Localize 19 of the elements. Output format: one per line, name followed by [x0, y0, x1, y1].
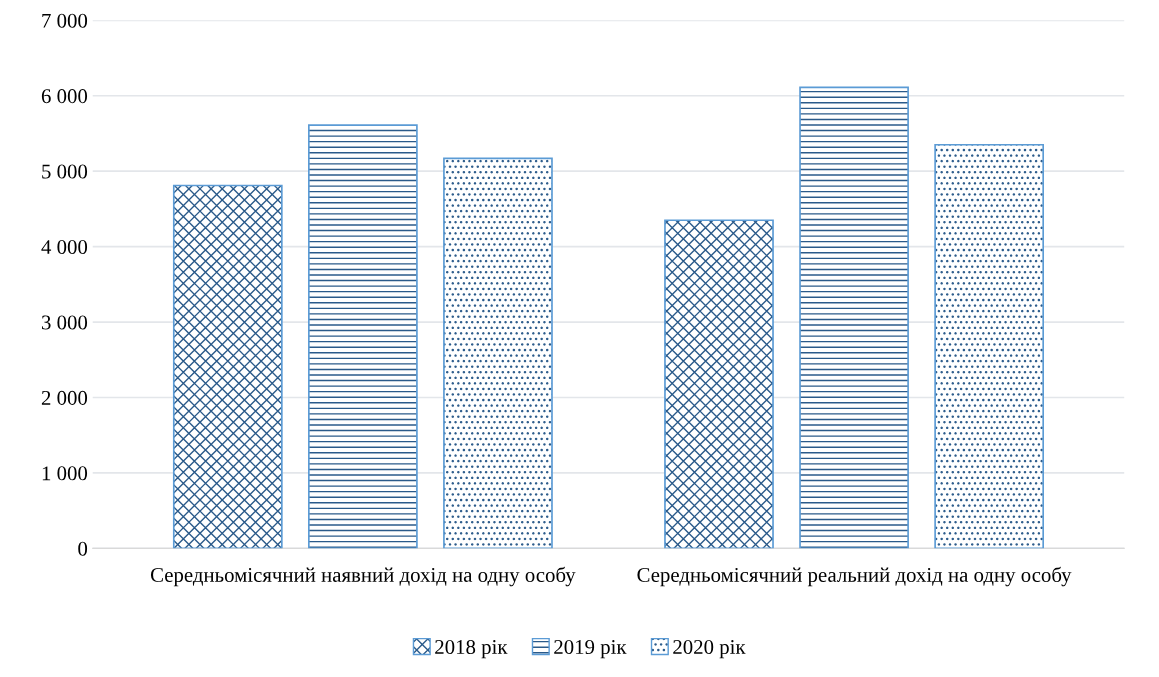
x-tick-label: Середньомісячний реальний дохід на одну особу	[637, 566, 1072, 587]
bar	[799, 86, 909, 549]
y-tick-label: 5 000	[42, 164, 88, 179]
y-tick-label: 2 000	[41, 390, 88, 405]
y-tick-label: 3 000	[41, 315, 88, 330]
legend-label: 2020 рік	[673, 639, 746, 659]
bar	[934, 143, 1045, 549]
legend-label: 2018 рік	[435, 639, 508, 659]
bar	[443, 157, 553, 549]
y-tick-label: 4 000	[41, 240, 88, 255]
bar	[172, 184, 283, 549]
y-tick-label: 6 000	[41, 89, 88, 104]
bar	[308, 124, 418, 549]
y-tick-label: 0	[78, 541, 88, 556]
x-tick-label: Середньомісячний наявний дохід на одну особу	[150, 566, 576, 587]
y-tick-label: 7 000	[42, 13, 88, 28]
bar	[664, 219, 774, 549]
legend-label: 2019 рік	[554, 639, 627, 659]
y-tick-label: 1 000	[42, 466, 88, 481]
